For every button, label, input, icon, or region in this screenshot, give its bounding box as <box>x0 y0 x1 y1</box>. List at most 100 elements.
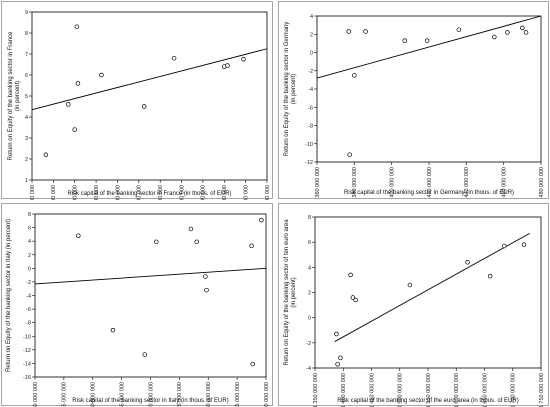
y-tick-label: 0 <box>308 316 311 322</box>
x-tick-label: 185 000 000 <box>235 382 241 407</box>
plot-frame <box>34 213 267 378</box>
y-tick-label: 4 <box>310 14 313 20</box>
y-tick-label: 7 <box>25 52 28 58</box>
x-tick-label: 380 000 000 <box>179 185 185 200</box>
data-point <box>74 24 80 29</box>
y-tick-label: -4 <box>308 87 313 93</box>
x-tick-label: 280 000 000 <box>73 185 79 200</box>
y-tick-label: 4 <box>28 239 31 245</box>
x-tick-label: 1 550 000 000 <box>426 373 432 407</box>
data-point <box>203 274 208 279</box>
x-tick-label: 320 000 000 <box>115 185 121 200</box>
data-point <box>523 30 529 35</box>
trend-line <box>316 15 542 79</box>
data-point <box>76 233 81 238</box>
x-tick-label: 170 000 000 <box>148 382 154 407</box>
data-point <box>456 27 462 32</box>
y-tick-label: 4 <box>25 115 28 121</box>
y-tick-label: 3 <box>25 136 28 142</box>
data-point <box>407 282 413 288</box>
x-tick-label: 1 750 000 000 <box>539 373 545 407</box>
x-tick-label: 180 000 000 <box>206 382 212 407</box>
chart-panel-italy: 150 000 000 155 000 000 160 000 000 165 000… <box>1 203 273 407</box>
data-point <box>154 239 159 245</box>
data-point <box>346 29 351 34</box>
data-point <box>99 72 104 78</box>
y-tick-label: 0 <box>28 266 31 272</box>
x-tick-label: 440 000 000 <box>464 167 470 198</box>
x-tick-label: 460 000 000 <box>501 167 507 198</box>
data-point <box>350 295 356 300</box>
data-point <box>363 29 368 34</box>
x-tick-label: 190 000 000 <box>264 382 270 407</box>
data-point <box>338 355 343 361</box>
y-tick-label: -6 <box>26 307 31 313</box>
chart-panel-germany: 360 000 000 380 000 000 400 000 000 420 000… <box>278 1 549 199</box>
x-tick-label: 460 000 000 <box>265 185 271 200</box>
data-point <box>225 63 230 68</box>
x-tick-label: 1 400 000 000 <box>341 373 347 407</box>
data-point <box>487 273 493 279</box>
x-axis-label: Risk capital of the banking sector of th… <box>337 398 518 404</box>
x-tick-label: 420 000 000 <box>222 185 228 200</box>
y-tick-label: -8 <box>308 124 313 130</box>
y-tick-label: 8 <box>25 31 28 37</box>
data-point <box>188 226 194 232</box>
data-point <box>194 239 199 245</box>
trend-line <box>34 267 267 285</box>
x-tick-label: 1 500 000 000 <box>398 373 404 407</box>
x-tick-label: 1 450 000 000 <box>369 373 375 407</box>
chart-france: 240 000 000 260 000 000 280 000 000 300 000… <box>8 10 271 200</box>
y-tick-label: -14 <box>23 361 31 367</box>
data-point <box>110 327 116 333</box>
y-tick-label: 2 <box>28 253 31 259</box>
x-tick-label: 1 700 000 000 <box>511 373 517 407</box>
y-tick-label: 0 <box>310 51 313 57</box>
plot-frame <box>31 11 268 181</box>
y-tick-label: -10 <box>305 142 313 148</box>
y-axis-label: Return on Equity of the banking sector o… <box>284 219 297 366</box>
y-tick-label: -4 <box>306 366 311 372</box>
data-point <box>402 38 407 43</box>
x-axis-label: Risk capital of the banking sector in It… <box>72 398 228 404</box>
x-tick-label: 150 000 000 <box>33 382 39 407</box>
y-tick-label: 8 <box>308 215 311 221</box>
y-tick-label: -4 <box>26 294 31 300</box>
trend-line <box>334 232 530 342</box>
plot-frame <box>316 15 542 163</box>
y-tick-label: -2 <box>26 280 31 286</box>
y-tick-label: 9 <box>25 10 28 16</box>
y-tick-label: -16 <box>23 375 31 381</box>
data-point <box>502 243 507 249</box>
data-point <box>75 81 81 86</box>
y-tick-label: -2 <box>306 341 311 347</box>
x-axis-label: Risk capital of the banking sector in Ge… <box>344 190 514 196</box>
y-axis-label: Return on Equity of the banking sector i… <box>8 31 21 160</box>
y-tick-label: 6 <box>28 226 31 232</box>
data-point <box>249 243 254 249</box>
x-tick-label: 1 350 000 000 <box>313 373 319 407</box>
y-axis-label: Return on Equity of the banking sector i… <box>284 22 297 157</box>
data-point <box>43 152 49 158</box>
x-tick-label: 380 000 000 <box>352 167 358 198</box>
x-tick-label: 240 000 000 <box>30 185 36 200</box>
x-tick-label: 420 000 000 <box>427 167 433 198</box>
trend-line <box>31 48 268 111</box>
x-tick-label: 1 600 000 000 <box>454 373 460 407</box>
data-point <box>72 127 77 132</box>
data-point <box>334 331 339 337</box>
chart-panel-euro-area: 1 350 000 000 1 400 000 000 1 450 000 000 1… <box>278 203 549 407</box>
data-point <box>520 25 525 31</box>
x-tick-label: 175 000 000 <box>177 382 183 407</box>
y-tick-label: 2 <box>25 157 28 163</box>
y-tick-label: -12 <box>23 348 31 354</box>
y-tick-label: -8 <box>26 321 31 327</box>
data-point <box>250 361 255 367</box>
y-tick-label: -10 <box>23 334 31 340</box>
y-tick-label: -2 <box>308 69 313 75</box>
x-tick-label: 260 000 000 <box>51 185 57 200</box>
y-tick-label: 1 <box>25 178 28 184</box>
data-point <box>521 242 527 247</box>
x-tick-label: 165 000 000 <box>119 382 125 407</box>
data-point <box>347 152 352 157</box>
